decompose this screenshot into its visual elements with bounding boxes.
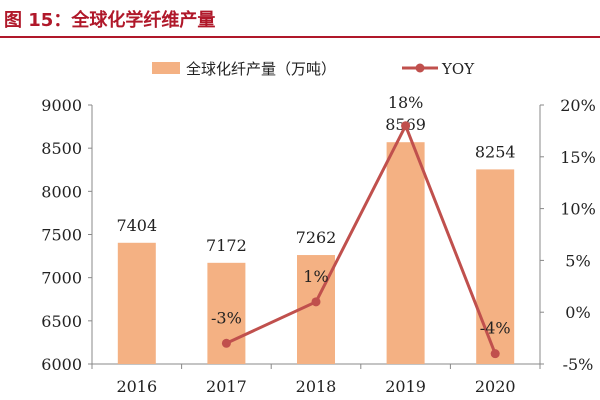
legend-swatch-marker <box>415 63 425 73</box>
left-tick-label: 7500 <box>41 226 82 245</box>
bar-value-label: 7404 <box>116 216 157 235</box>
axes: 6000 6500 7000 7500 8000 8500 9000 -5% 0% 5% 10% 15… <box>41 96 596 396</box>
x-tick-label: 2019 <box>385 377 426 396</box>
right-tick-label: 10% <box>560 200 596 219</box>
yoy-line <box>225 122 497 355</box>
left-tick-label: 6500 <box>41 312 82 331</box>
right-tick-label: 20% <box>560 96 596 115</box>
bar-value-label: 7262 <box>296 228 337 247</box>
yoy-point <box>311 297 321 307</box>
legend-label-bar: 全球化纤产量（万吨） <box>186 60 336 78</box>
yoy-value-label: 1% <box>303 267 328 286</box>
yoy-value-label: 18% <box>388 93 424 112</box>
x-tick-label: 2017 <box>206 377 247 396</box>
bar-value-label: 8254 <box>475 142 516 161</box>
yoy-line-series <box>221 121 500 359</box>
bar <box>386 142 425 364</box>
x-tick-label: 2020 <box>475 377 516 396</box>
bar <box>297 255 335 364</box>
right-tick-label: 0% <box>565 303 590 322</box>
yoy-value-label: -4% <box>480 319 511 338</box>
yoy-value-label: -3% <box>211 308 242 327</box>
title-underline <box>0 36 600 38</box>
right-tick-label: 15% <box>560 148 596 167</box>
yoy-point <box>401 121 411 131</box>
x-tick-label: 2016 <box>116 377 157 396</box>
yoy-data-labels: -3% 1% 18% -4% <box>211 93 511 338</box>
yoy-point <box>221 338 231 348</box>
left-tick-label: 8500 <box>41 139 82 158</box>
legend: 全球化纤产量（万吨） YOY <box>152 60 475 78</box>
left-tick-label: 9000 <box>41 96 82 115</box>
bar-data-labels: 74047172726285698254 <box>116 115 515 255</box>
figure-title: 图 15：全球化学纤维产量 <box>4 10 216 31</box>
bar <box>117 242 156 364</box>
yoy-point <box>490 349 500 359</box>
bar <box>476 169 515 364</box>
legend-swatch-bar <box>152 62 180 74</box>
legend-label-line: YOY <box>441 60 475 78</box>
left-tick-label: 6000 <box>41 355 82 374</box>
left-tick-label: 8000 <box>41 182 82 201</box>
right-tick-label: 5% <box>565 251 590 270</box>
left-tick-label: 7000 <box>41 269 82 288</box>
x-tick-label: 2018 <box>296 377 337 396</box>
right-tick-label: -5% <box>563 355 594 374</box>
bar-value-label: 7172 <box>206 236 247 255</box>
